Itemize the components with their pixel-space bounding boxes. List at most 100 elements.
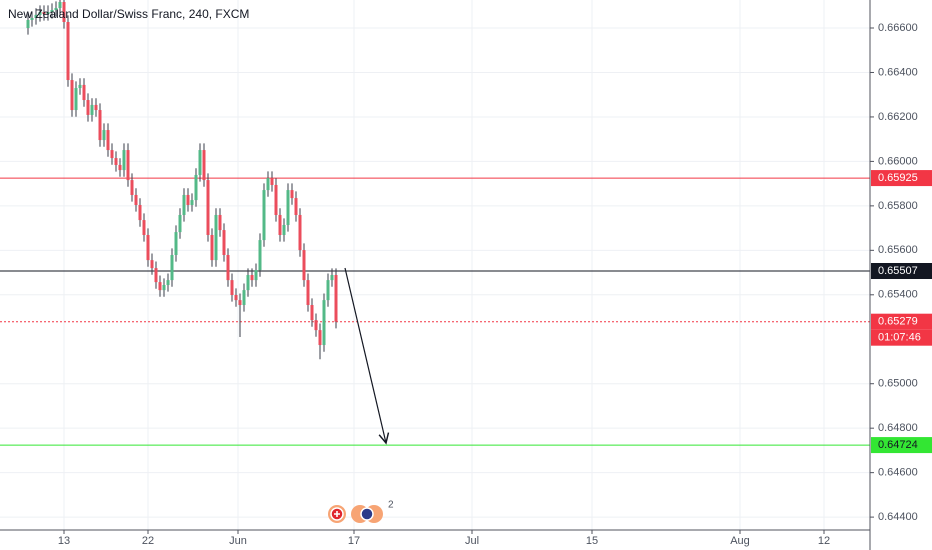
candle-body	[134, 194, 138, 205]
candle-body	[178, 214, 182, 233]
candle-body	[154, 268, 158, 283]
candle-body	[306, 280, 310, 306]
candle-body	[258, 240, 262, 271]
candle-body	[114, 158, 118, 165]
candle-body	[62, 2, 66, 23]
event-icons[interactable]: 2	[328, 500, 394, 523]
candle-body	[90, 104, 94, 115]
candle-body	[330, 275, 334, 281]
countdown-label: 01:07:46	[878, 332, 921, 344]
candle-body	[106, 130, 110, 151]
candle-body	[218, 214, 222, 231]
y-tick-label: 0.64800	[878, 422, 918, 434]
candle-body	[282, 224, 286, 235]
candle-body	[334, 275, 338, 322]
candle-body	[74, 88, 78, 111]
price-label: 0.65925	[878, 172, 918, 184]
candle-body	[182, 194, 186, 215]
candle-body	[298, 214, 302, 251]
candle-body	[138, 204, 142, 221]
candle-body	[166, 280, 170, 286]
candles	[26, 0, 338, 360]
candle-body	[46, 12, 50, 15]
candle-body	[294, 198, 298, 215]
axes: 0.66600 0.66400 0.66200 0.66000 0.65800 0.656…	[58, 22, 932, 547]
candle-body	[274, 184, 278, 215]
candle-body	[78, 84, 82, 89]
y-tick-label: 0.65800	[878, 200, 918, 212]
candle-body	[126, 150, 130, 181]
y-tick-label: 0.65400	[878, 289, 918, 301]
levels	[0, 177, 870, 446]
candle-body	[190, 200, 194, 205]
x-tick-label: 12	[818, 535, 830, 547]
price-label: 0.64724	[878, 439, 918, 451]
candle-body	[266, 178, 270, 191]
candle-body	[198, 150, 202, 175]
chart-title: New Zealand Dollar/Swiss Franc, 240, FXC…	[8, 7, 249, 21]
y-tick-label: 0.66000	[878, 155, 918, 167]
candle-body	[270, 178, 274, 185]
candle-body	[142, 220, 146, 235]
candle-body	[30, 18, 34, 21]
candle-body	[146, 234, 150, 261]
candle-body	[234, 295, 238, 301]
candle-body	[42, 12, 46, 15]
x-tick-label: 13	[58, 535, 70, 547]
y-tick-label: 0.65000	[878, 378, 918, 390]
candle-body	[86, 100, 90, 115]
y-tick-label: 0.66400	[878, 66, 918, 78]
trend-arrow	[344, 267, 386, 443]
candle-body	[150, 260, 154, 269]
candle-body	[250, 275, 254, 281]
candle-body	[202, 150, 206, 181]
grid	[0, 0, 870, 530]
price-label: 0.65507	[878, 265, 918, 277]
candle-body	[214, 214, 218, 261]
flag-icon	[360, 507, 374, 521]
candle-body	[278, 214, 282, 235]
price-label-bg	[871, 313, 932, 330]
candle-body	[130, 180, 134, 195]
candle-body	[82, 84, 86, 101]
price-label-bg	[871, 437, 932, 454]
candle-body	[206, 180, 210, 235]
candle-body	[286, 190, 290, 225]
y-tick-label: 0.66200	[878, 111, 918, 123]
y-tick-label: 0.64400	[878, 511, 918, 523]
candle-body	[186, 194, 190, 205]
flag-cross	[334, 511, 340, 517]
candle-body	[242, 290, 246, 306]
candle-body	[210, 234, 214, 261]
candle-body	[226, 254, 230, 281]
candle-body	[254, 270, 258, 281]
y-tick-label: 0.65600	[878, 244, 918, 256]
event-badge: 2	[388, 500, 394, 511]
candle-body	[326, 280, 330, 301]
candle-body	[302, 250, 306, 281]
candle-body	[230, 280, 234, 296]
candle-body	[246, 275, 250, 291]
countdown-bg	[871, 329, 932, 346]
candle-body	[66, 22, 70, 81]
y-tick-label: 0.64600	[878, 467, 918, 479]
price-label-bg	[871, 263, 932, 280]
x-tick-label: Jun	[229, 535, 247, 547]
candle-body	[26, 20, 30, 29]
candle-body	[162, 285, 166, 291]
candle-body	[38, 12, 42, 15]
candle-body	[318, 330, 322, 346]
candle-body	[314, 320, 318, 331]
candle-body	[58, 2, 62, 9]
x-tick-label: 22	[142, 535, 154, 547]
candle-body	[98, 110, 102, 141]
candle-body	[174, 232, 178, 255]
candle-body	[34, 14, 38, 19]
candle-body	[158, 282, 162, 291]
candle-body	[194, 174, 198, 201]
candle-body	[262, 190, 266, 241]
candle-body	[310, 305, 314, 321]
candle-body	[50, 10, 54, 13]
